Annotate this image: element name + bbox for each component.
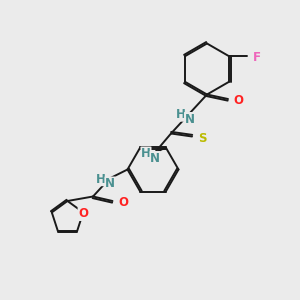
Text: F: F [253,51,260,64]
Text: N: N [150,152,160,165]
Text: N: N [184,112,195,126]
Text: S: S [198,131,206,145]
Text: O: O [118,196,128,209]
Text: N: N [105,177,115,190]
Text: O: O [78,207,88,220]
Text: H: H [141,147,151,160]
Text: O: O [233,94,243,107]
Text: H: H [176,108,185,121]
Text: H: H [96,172,106,186]
